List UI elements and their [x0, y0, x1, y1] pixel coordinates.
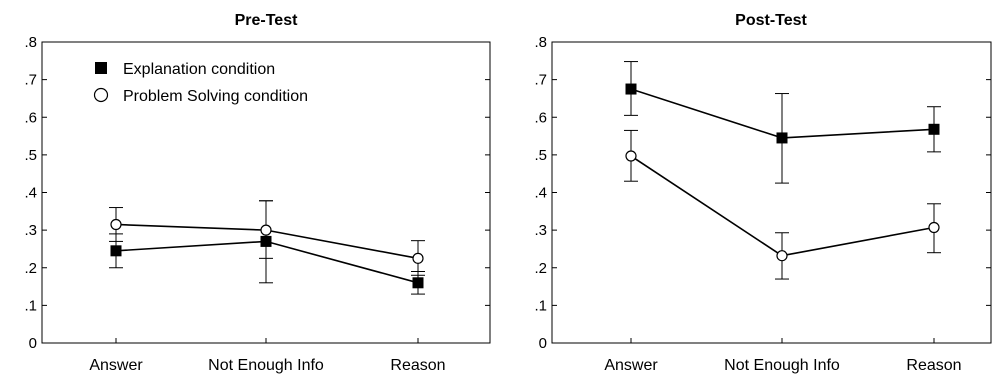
y-tick-label: .6	[534, 109, 547, 126]
chart-title: Pre-Test	[235, 12, 299, 29]
chart-panel-2: Post-Test 0 .1 .2 .3 .4 .5 .6 .7 .8 Answer Not Enou…	[534, 12, 992, 374]
series-line-explanation	[115, 240, 419, 284]
legend-label: Problem Solving condition	[123, 88, 308, 105]
plot-frame	[551, 41, 992, 344]
data-point-problem-solving	[928, 221, 940, 234]
y-tick-label: .3	[534, 222, 547, 239]
y-tick-label: .1	[24, 297, 37, 314]
y-tick-label: .5	[24, 147, 37, 164]
y-tick-label: .4	[24, 185, 37, 202]
y-tick-label: .4	[534, 185, 547, 202]
x-category-label: Answer	[604, 357, 658, 374]
data-point-problem-solving	[110, 218, 122, 231]
legend-marker-explanation	[95, 62, 107, 74]
y-tick-label: .8	[24, 34, 37, 51]
y-tick-label: .3	[24, 222, 37, 239]
data-point-explanation	[776, 132, 788, 144]
legend-marker-problem-solving	[93, 87, 109, 103]
y-tick-label: .7	[24, 72, 37, 89]
data-point-explanation	[928, 123, 940, 135]
chart-title: Post-Test	[735, 12, 807, 29]
y-tick-label: .2	[24, 260, 37, 277]
x-category-label: Reason	[906, 357, 961, 374]
legend-label: Explanation condition	[123, 61, 275, 78]
chart-panel-1: Pre-Test 0 .1 .2 .3 .4 .5 .6 .7 .8 Answer Not Enoug…	[24, 12, 491, 374]
y-tick-label: .8	[534, 34, 547, 51]
data-point-problem-solving	[412, 252, 424, 264]
data-point-problem-solving	[776, 250, 788, 262]
data-point-problem-solving	[260, 224, 272, 236]
y-tick-label: .6	[24, 109, 37, 126]
x-category-label: Not Enough Info	[724, 357, 840, 374]
y-tick-label: .2	[534, 260, 547, 277]
data-point-explanation	[625, 83, 637, 95]
y-tick-label: 0	[539, 335, 547, 352]
y-tick-label: .1	[534, 297, 547, 314]
y-tick-label: 0	[29, 335, 37, 352]
data-point-problem-solving	[625, 150, 637, 162]
x-category-label: Not Enough Info	[208, 357, 324, 374]
x-category-label: Answer	[89, 357, 143, 374]
y-tick-label: .7	[534, 72, 547, 89]
data-point-explanation	[412, 277, 424, 289]
data-point-explanation	[110, 245, 122, 257]
y-tick-label: .5	[534, 147, 547, 164]
x-category-label: Reason	[390, 357, 445, 374]
legend: Explanation condition Problem Solving con…	[93, 61, 308, 105]
